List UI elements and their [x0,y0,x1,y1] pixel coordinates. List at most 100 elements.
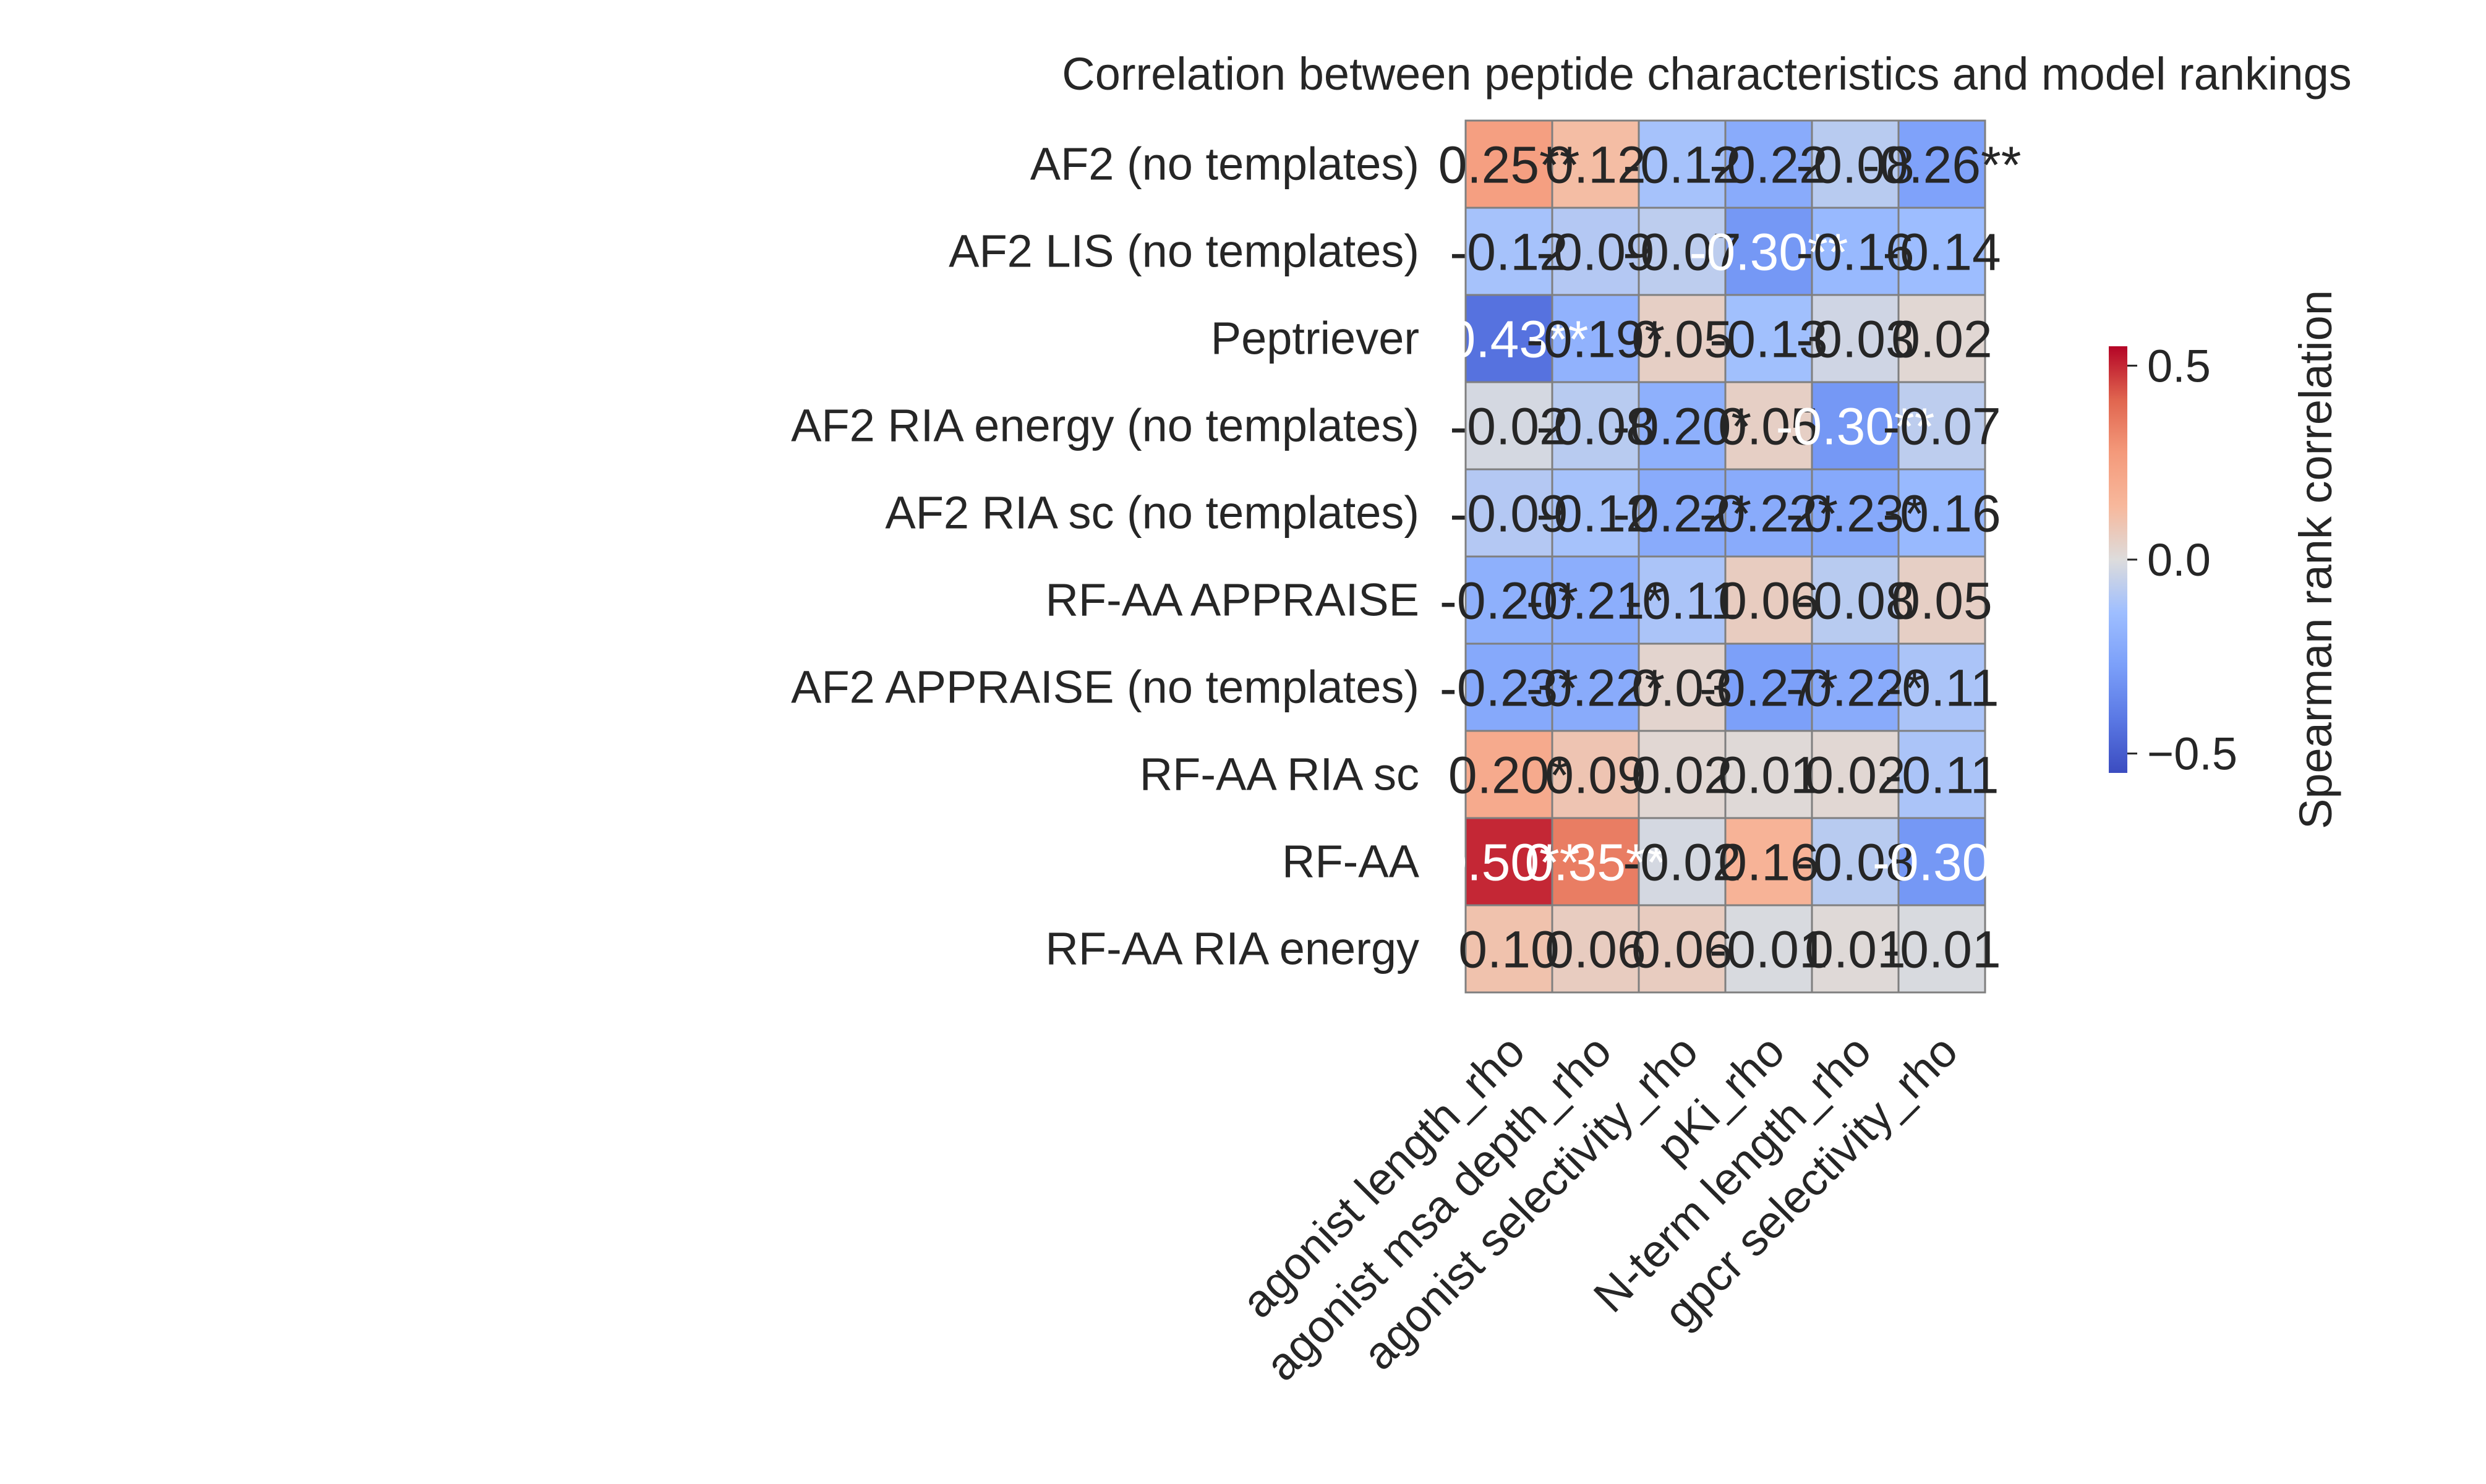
row-label: Peptriever [1211,313,1419,364]
cell-value-label: 0.35** [1525,834,1667,892]
heatmap-cell [1724,468,1813,558]
heatmap-annotations: 0.25**0.12-0.12-0.22-0.08-0.26**-0.12-0.… [1430,136,2022,979]
cell-value-label: 0.25** [1438,136,1580,194]
cell-value-label: -0.30** [1776,398,1935,456]
heatmap-cell [1638,468,1727,558]
cell-value-label: 0.01 [1718,746,1819,804]
heatmap-cell [1897,904,1986,994]
cell-value-label: 0.06 [1718,572,1819,630]
heatmap-cell [1811,468,1900,558]
heatmap-cell [1551,904,1640,994]
cell-value-label: -0.02 [1450,398,1568,456]
cell-value-label: -0.22* [1526,659,1665,717]
chart-title: Correlation between peptide characterist… [1062,48,2351,100]
cell-value-label: 0.12 [1545,136,1646,194]
cell-value-label: 0.02 [1631,746,1733,804]
column-label: agonist selectivity_rho [1353,1025,1707,1380]
row-label: RF-AA RIA sc [1140,749,1419,800]
cell-value-label: -0.11 [1625,572,1739,630]
cell-value-label: -0.12 [1536,485,1654,543]
heatmap-cell [1551,817,1640,906]
cell-value-label: 0.10 [1458,921,1560,979]
cell-value-label: -0.30** [1689,223,1848,281]
cell-value-label: 0.02 [1891,310,1993,369]
cell-value-label: -0.08 [1796,572,1914,630]
row-label: AF2 LIS (no templates) [949,226,1419,277]
heatmap-cell [1897,381,1986,471]
heatmap-cell [1897,555,1986,645]
cell-value-label: -0.43** [1430,310,1589,369]
heatmap-cell [1811,730,1900,819]
heatmap-cell [1551,381,1640,471]
cell-value-label: -0.26** [1863,136,2022,194]
heatmap-cell [1638,904,1727,994]
heatmap-cell [1811,381,1900,471]
heatmap-cell [1638,730,1727,819]
cell-value-label: -0.20* [1440,572,1578,630]
heatmap-cell [1464,817,1553,906]
heatmap-cell [1464,904,1553,994]
cell-value-label: -0.11 [1884,659,1999,717]
heatmap-cell [1724,381,1813,471]
cell-value-label: -0.27* [1699,659,1838,717]
cell-value-label: -0.23* [1440,659,1578,717]
cell-value-label: -0.13 [1709,310,1827,369]
cell-value-label: -0.11 [1884,746,1999,804]
heatmap-cells [1464,119,1986,994]
heatmap-cell [1724,730,1813,819]
cell-value-label: -0.08 [1796,834,1914,892]
heatmap-cell [1897,119,1986,209]
heatmap-cell [1551,294,1640,383]
heatmap-cell [1724,207,1813,296]
cell-value-label: -0.07 [1882,398,2001,456]
row-label: RF-AA RIA energy [1045,923,1419,974]
heatmap-cell [1551,119,1640,209]
cell-value-label: -0.19* [1526,310,1665,369]
colorbar-tick-label: 0.5 [2147,340,2211,391]
heatmap-cell [1811,817,1900,906]
cell-value-label: 0.16 [1718,834,1819,892]
cell-value-label: 0.03 [1631,659,1733,717]
row-labels: AF2 (no templates) AF2 LIS (no templates)… [791,139,1420,974]
heatmap-cell [1638,381,1727,471]
row-label: RF-AA APPRAISE [1045,574,1419,626]
cell-value-label: -0.16 [1882,485,2001,543]
heatmap-cell [1638,642,1727,732]
cell-value-label: -0.30* [1873,834,2011,892]
cell-value-label: -0.08 [1796,136,1914,194]
cell-value-label: -0.22 [1709,136,1827,194]
heatmap-cell [1724,294,1813,383]
heatmap-cell [1897,468,1986,558]
cell-value-label: 0.06 [1631,921,1733,979]
heatmap-cell [1638,119,1727,209]
row-label: RF-AA [1282,836,1420,887]
colorbar: 0.5 0.0 −0.5 Spearman rank correlation [2109,290,2341,829]
heatmap-cell [1897,817,1986,906]
colorbar-label: Spearman rank correlation [2290,290,2341,829]
cell-value-label: -0.12 [1450,223,1568,281]
colorbar-tick-label: −0.5 [2147,728,2237,780]
heatmap-cell [1464,119,1553,209]
cell-value-label: -0.03 [1796,310,1914,369]
row-label: AF2 RIA energy (no templates) [791,400,1419,451]
cell-value-label: 0.20* [1448,746,1570,804]
cell-value-label: 0.05 [1718,398,1819,456]
cell-value-label: -0.21* [1526,572,1665,630]
cell-value-label: -0.09 [1536,223,1654,281]
heatmap-cell [1811,904,1900,994]
cell-value-label: -0.01 [1882,921,2001,979]
heatmap-cell [1464,381,1553,471]
heatmap-cell [1897,730,1986,819]
cell-value-label: -0.20* [1613,398,1751,456]
cell-value-label: 0.09 [1545,746,1646,804]
cell-value-label: 0.50** [1438,834,1580,892]
row-label: AF2 (no templates) [1030,139,1419,190]
heatmap-cell [1464,555,1553,645]
heatmap-cell [1897,207,1986,296]
cell-value-label: -0.16 [1796,223,1914,281]
colorbar-ticks: 0.5 0.0 −0.5 [2127,340,2237,780]
row-label: AF2 RIA sc (no templates) [885,487,1419,539]
heatmap-cell [1724,642,1813,732]
cell-value-label: 0.05 [1891,572,1993,630]
